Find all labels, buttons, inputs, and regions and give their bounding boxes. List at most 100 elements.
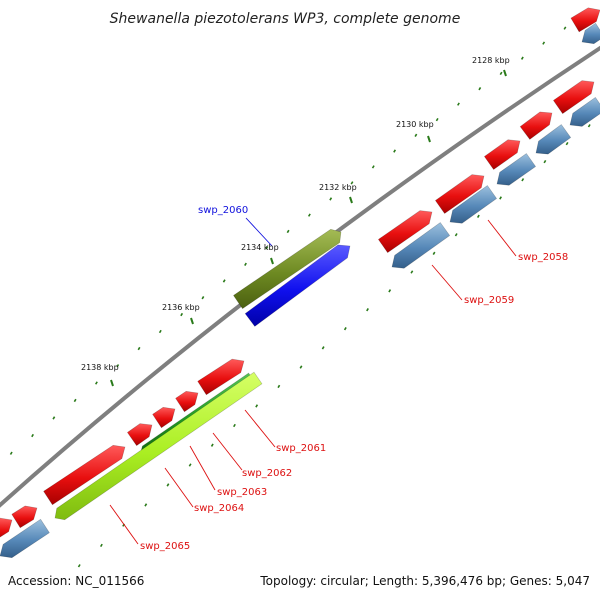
scale-major-tick bbox=[349, 196, 353, 204]
inner-scale-dot bbox=[210, 443, 214, 447]
outer-scale-dot bbox=[329, 197, 333, 201]
genome-summary-text: Topology: circular; Length: 5,396,476 bp… bbox=[259, 574, 590, 588]
gene-swp-2060-arrow bbox=[244, 244, 351, 327]
scale-labels: 2128 kbp 2130 kbp 2132 kbp 2134 kbp 2136… bbox=[81, 56, 510, 372]
forward-cds-arrow bbox=[570, 7, 600, 33]
outer-scale-dot bbox=[201, 296, 205, 300]
forward-cds-arrow bbox=[0, 517, 13, 538]
outer-scale-dot bbox=[542, 41, 546, 45]
outer-scale-dot bbox=[116, 364, 120, 368]
inner-scale-dot bbox=[587, 124, 591, 128]
outer-scale-dot bbox=[393, 149, 397, 153]
inner-scale-dot bbox=[255, 404, 259, 408]
inner-scale-dot bbox=[166, 483, 170, 487]
outer-scale-dot bbox=[307, 213, 311, 217]
outer-scale-dot bbox=[371, 165, 375, 169]
gene-label-leader bbox=[487, 219, 517, 257]
accession-text: Accession: NC_011566 bbox=[8, 574, 144, 588]
gene-label-leaders bbox=[109, 217, 517, 545]
inner-scale-dot bbox=[565, 141, 569, 146]
outer-scale-dot bbox=[180, 312, 184, 317]
outer-scale-dot bbox=[563, 26, 567, 30]
forward-cds-arrow bbox=[11, 505, 38, 529]
outer-scale-dots bbox=[9, 11, 588, 455]
map-title: Shewanella piezotolerans WP3, complete g… bbox=[110, 11, 461, 27]
inner-scale-dot bbox=[233, 423, 236, 428]
inner-scale-dot bbox=[277, 384, 281, 389]
reverse-strand-cds bbox=[0, 22, 600, 559]
gene-label-swp-2061[interactable]: swp_2061 bbox=[276, 443, 326, 454]
scale-major-tick bbox=[427, 135, 431, 143]
forward-cds-arrow bbox=[552, 80, 595, 115]
outer-scale-dot bbox=[52, 416, 56, 420]
scale-label-2136: 2136 kbp bbox=[162, 303, 200, 312]
gene-swp-2060-band bbox=[233, 228, 342, 310]
reverse-cds-arrow bbox=[581, 22, 600, 45]
inner-scale-dot bbox=[521, 178, 525, 182]
outer-scale-dot bbox=[94, 381, 98, 385]
outer-scale-dot bbox=[520, 56, 524, 60]
gene-label-swp-2062[interactable]: swp_2062 bbox=[242, 468, 292, 479]
gene-labels: swp_2058 swp_2059 swp_2060 swp_2061 swp_… bbox=[140, 205, 568, 552]
scale-ticks bbox=[110, 69, 507, 387]
gene-label-leader bbox=[431, 264, 463, 301]
scale-label-2134: 2134 kbp bbox=[241, 243, 279, 252]
gene-label-swp-2065[interactable]: swp_2065 bbox=[140, 541, 190, 552]
scale-label-2132: 2132 kbp bbox=[319, 183, 357, 192]
inner-scale-dot bbox=[366, 308, 369, 312]
gene-label-swp-2058[interactable]: swp_2058 bbox=[518, 252, 568, 263]
scale-label-2130: 2130 kbp bbox=[396, 120, 434, 129]
highlighted-genes bbox=[54, 228, 351, 521]
scale-major-tick bbox=[270, 257, 274, 265]
inner-scale-dot bbox=[99, 543, 103, 548]
inner-scale-dot bbox=[77, 564, 81, 568]
inner-scale-dot bbox=[321, 346, 325, 350]
scale-major-tick bbox=[503, 69, 507, 77]
reverse-cds-arrow bbox=[496, 153, 537, 186]
gene-label-leader bbox=[189, 445, 216, 491]
forward-cds-arrow bbox=[519, 111, 553, 140]
forward-cds-arrow bbox=[377, 210, 433, 254]
reverse-cds-arrow bbox=[535, 124, 572, 155]
inner-scale-dots bbox=[77, 124, 591, 568]
forward-cds-arrow bbox=[434, 174, 485, 214]
gene-label-leader bbox=[244, 409, 276, 448]
inner-scale-dot bbox=[410, 270, 414, 274]
reverse-cds-arrow bbox=[569, 96, 600, 127]
inner-scale-dot bbox=[476, 214, 480, 218]
outer-scale-dot bbox=[478, 87, 482, 91]
gene-label-leader bbox=[109, 504, 139, 545]
outer-scale-dot bbox=[158, 329, 162, 334]
inner-scale-dot bbox=[454, 233, 458, 237]
gene-label-leader bbox=[164, 467, 194, 508]
outer-scale-dot bbox=[286, 229, 290, 234]
forward-cds-arrow bbox=[43, 444, 126, 506]
inner-scale-dot bbox=[543, 159, 547, 164]
outer-scale-dot bbox=[244, 262, 247, 266]
inner-scale-dot bbox=[388, 289, 392, 293]
scale-label-2138: 2138 kbp bbox=[81, 363, 119, 372]
gene-label-leader bbox=[212, 432, 243, 471]
scale-major-tick bbox=[190, 317, 194, 325]
outer-scale-dot bbox=[457, 102, 460, 106]
gene-label-swp-2064[interactable]: swp_2064 bbox=[194, 503, 244, 514]
inner-scale-dot bbox=[432, 251, 436, 255]
inner-scale-dot bbox=[144, 503, 148, 507]
reverse-cds-arrow bbox=[0, 518, 50, 559]
forward-cds-arrow bbox=[152, 406, 176, 429]
outer-scale-dot bbox=[435, 117, 439, 122]
forward-strand-cds bbox=[0, 7, 600, 538]
inner-scale-dot bbox=[299, 365, 303, 369]
gene-label-swp-2063[interactable]: swp_2063 bbox=[217, 487, 267, 498]
forward-cds-arrow bbox=[197, 358, 245, 396]
outer-scale-dot bbox=[73, 398, 77, 403]
gene-label-swp-2060[interactable]: swp_2060 bbox=[198, 205, 248, 216]
forward-cds-arrow bbox=[175, 390, 199, 413]
inner-scale-dot bbox=[188, 463, 192, 467]
outer-scale-dot bbox=[137, 346, 141, 351]
inner-scale-dot bbox=[499, 196, 502, 200]
reverse-cds-arrow bbox=[391, 222, 451, 269]
forward-cds-arrow bbox=[483, 139, 521, 170]
gene-label-swp-2059[interactable]: swp_2059 bbox=[464, 295, 514, 306]
